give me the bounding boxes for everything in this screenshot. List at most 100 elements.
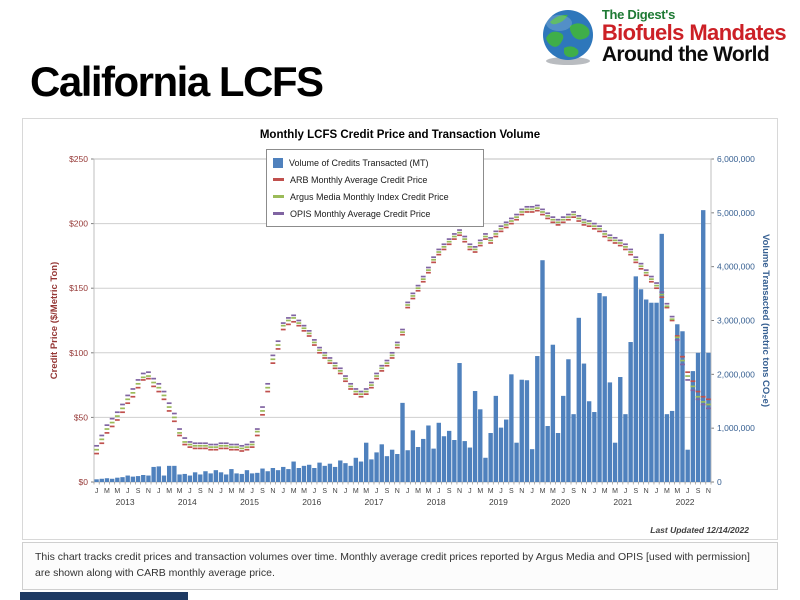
svg-text:N: N <box>457 488 462 495</box>
svg-text:J: J <box>499 488 503 495</box>
svg-text:N: N <box>395 488 400 495</box>
svg-text:2016: 2016 <box>302 497 321 507</box>
globe-icon <box>542 10 593 65</box>
svg-text:J: J <box>344 488 348 495</box>
last-updated: Last Updated 12/14/2022 <box>650 525 749 535</box>
svg-text:M: M <box>228 488 234 495</box>
svg-text:J: J <box>126 488 130 495</box>
svg-text:M: M <box>425 488 431 495</box>
svg-text:M: M <box>301 488 307 495</box>
legend-swatch-dash <box>273 178 284 181</box>
svg-text:J: J <box>655 488 659 495</box>
legend-label: Volume of Credits Transacted (MT) <box>289 157 429 168</box>
svg-text:2015: 2015 <box>240 497 259 507</box>
svg-text:N: N <box>333 488 338 495</box>
page-title: California LCFS <box>30 58 324 105</box>
chart-title: Monthly LCFS Credit Price and Transactio… <box>259 129 541 141</box>
svg-text:$200: $200 <box>69 219 88 229</box>
legend-item-arb: ARB Monthly Average Credit Price <box>273 171 477 188</box>
svg-text:2017: 2017 <box>365 497 384 507</box>
svg-text:S: S <box>385 488 390 495</box>
svg-text:M: M <box>612 488 618 495</box>
svg-text:S: S <box>447 488 452 495</box>
svg-text:M: M <box>477 488 483 495</box>
chart-legend: Volume of Credits Transacted (MT) ARB Mo… <box>266 149 484 227</box>
svg-text:J: J <box>375 488 379 495</box>
legend-label: ARB Monthly Average Credit Price <box>290 174 428 185</box>
footer-accent-bar <box>20 592 188 600</box>
lcfs-combo-chart: $0 $50 $100 $150 $200 $250 0 1,000,000 2,000,000… <box>49 154 771 507</box>
svg-text:2019: 2019 <box>489 497 508 507</box>
svg-text:J: J <box>188 488 192 495</box>
svg-text:M: M <box>664 488 670 495</box>
legend-swatch-bar <box>273 157 283 168</box>
svg-text:$150: $150 <box>69 283 88 293</box>
svg-text:J: J <box>593 488 597 495</box>
logo-line2: Biofuels Mandates <box>601 19 787 45</box>
svg-text:$50: $50 <box>74 412 88 422</box>
logo-line1: The Digest's <box>601 7 676 23</box>
svg-text:2,000,000: 2,000,000 <box>717 369 755 379</box>
svg-text:M: M <box>488 488 494 495</box>
svg-text:4,000,000: 4,000,000 <box>717 262 755 272</box>
svg-text:S: S <box>136 488 141 495</box>
svg-text:M: M <box>363 488 369 495</box>
svg-text:N: N <box>270 488 275 495</box>
svg-text:J: J <box>530 488 534 495</box>
svg-text:N: N <box>208 488 213 495</box>
legend-label: Argus Media Monthly Index Credit Price <box>290 191 449 202</box>
svg-text:$100: $100 <box>69 348 88 358</box>
svg-text:S: S <box>571 488 576 495</box>
svg-text:S: S <box>633 488 638 495</box>
svg-text:S: S <box>696 488 701 495</box>
svg-text:3,000,000: 3,000,000 <box>717 316 755 326</box>
svg-text:M: M <box>415 488 421 495</box>
svg-text:N: N <box>581 488 586 495</box>
svg-text:2014: 2014 <box>178 497 197 507</box>
chart-panel: Monthly LCFS Credit Price and Transactio… <box>22 118 778 540</box>
svg-text:M: M <box>674 488 680 495</box>
svg-text:S: S <box>509 488 514 495</box>
svg-text:2021: 2021 <box>613 497 632 507</box>
svg-text:S: S <box>198 488 203 495</box>
svg-text:N: N <box>519 488 524 495</box>
svg-text:0: 0 <box>717 477 722 487</box>
svg-text:J: J <box>95 488 99 495</box>
svg-text:$0: $0 <box>79 477 89 487</box>
legend-label: OPIS Monthly Average Credit Price <box>290 208 431 219</box>
svg-text:J: J <box>468 488 472 495</box>
svg-text:Credit Price ($/Metric Ton): Credit Price ($/Metric Ton) <box>49 262 60 380</box>
svg-text:J: J <box>313 488 317 495</box>
svg-text:5,000,000: 5,000,000 <box>717 208 755 218</box>
svg-text:$250: $250 <box>69 154 88 164</box>
svg-text:J: J <box>250 488 254 495</box>
svg-text:J: J <box>437 488 441 495</box>
svg-text:N: N <box>146 488 151 495</box>
legend-item-opis: OPIS Monthly Average Credit Price <box>273 205 477 222</box>
svg-text:J: J <box>219 488 223 495</box>
svg-text:2013: 2013 <box>116 497 135 507</box>
svg-text:J: J <box>157 488 161 495</box>
svg-text:2022: 2022 <box>676 497 695 507</box>
svg-text:J: J <box>406 488 410 495</box>
svg-text:M: M <box>353 488 359 495</box>
legend-swatch-dash <box>273 212 284 215</box>
legend-item-volume: Volume of Credits Transacted (MT) <box>273 154 477 171</box>
svg-text:M: M <box>239 488 245 495</box>
site-logo: The Digest's Biofuels Mandates Around th… <box>540 7 787 67</box>
svg-text:Volume Transacted (metric tons: Volume Transacted (metric tons CO₂e) <box>760 234 771 407</box>
svg-text:M: M <box>114 488 120 495</box>
svg-text:M: M <box>291 488 297 495</box>
svg-text:M: M <box>602 488 608 495</box>
svg-text:6,000,000: 6,000,000 <box>717 154 755 164</box>
chart-caption: This chart tracks credit prices and tran… <box>22 542 778 590</box>
svg-text:J: J <box>686 488 690 495</box>
logo-line3: Around the World <box>601 43 770 67</box>
svg-text:M: M <box>166 488 172 495</box>
svg-text:J: J <box>624 488 628 495</box>
svg-text:M: M <box>540 488 546 495</box>
svg-text:M: M <box>104 488 110 495</box>
svg-text:2018: 2018 <box>427 497 446 507</box>
legend-swatch-dash <box>273 195 284 198</box>
svg-text:S: S <box>322 488 327 495</box>
